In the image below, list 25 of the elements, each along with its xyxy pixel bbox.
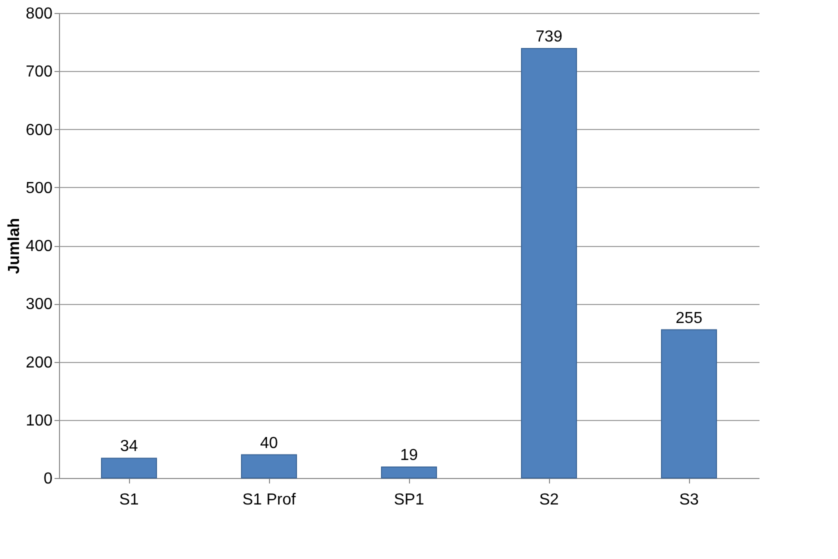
- y-tick-label: 300: [26, 296, 53, 314]
- data-label: 19: [400, 446, 418, 464]
- bar: [521, 48, 577, 478]
- y-tick-label: 800: [26, 6, 53, 22]
- bar: [241, 454, 297, 478]
- data-label: 739: [536, 28, 562, 46]
- x-tick-label: S1: [119, 492, 139, 508]
- y-tick-label: 700: [26, 64, 53, 81]
- y-axis-title: Jumlah: [6, 218, 23, 274]
- y-tick-label: 200: [26, 354, 53, 372]
- bar: [661, 329, 717, 478]
- x-tick-label: SP1: [394, 492, 424, 508]
- y-tick-label: 500: [26, 180, 53, 197]
- y-tick-label: 400: [26, 238, 53, 255]
- y-tick-label: 100: [26, 412, 53, 430]
- x-tick-label: S2: [539, 492, 559, 508]
- data-label: 40: [260, 434, 278, 452]
- y-tick-label: 0: [44, 470, 53, 488]
- x-tick-label: S1 Prof: [242, 492, 296, 508]
- x-tick-label: S3: [679, 492, 699, 508]
- bar: [101, 458, 157, 478]
- data-label: 34: [120, 438, 138, 456]
- bar: [381, 466, 437, 478]
- data-label: 255: [676, 310, 702, 327]
- y-tick-label: 600: [26, 122, 53, 139]
